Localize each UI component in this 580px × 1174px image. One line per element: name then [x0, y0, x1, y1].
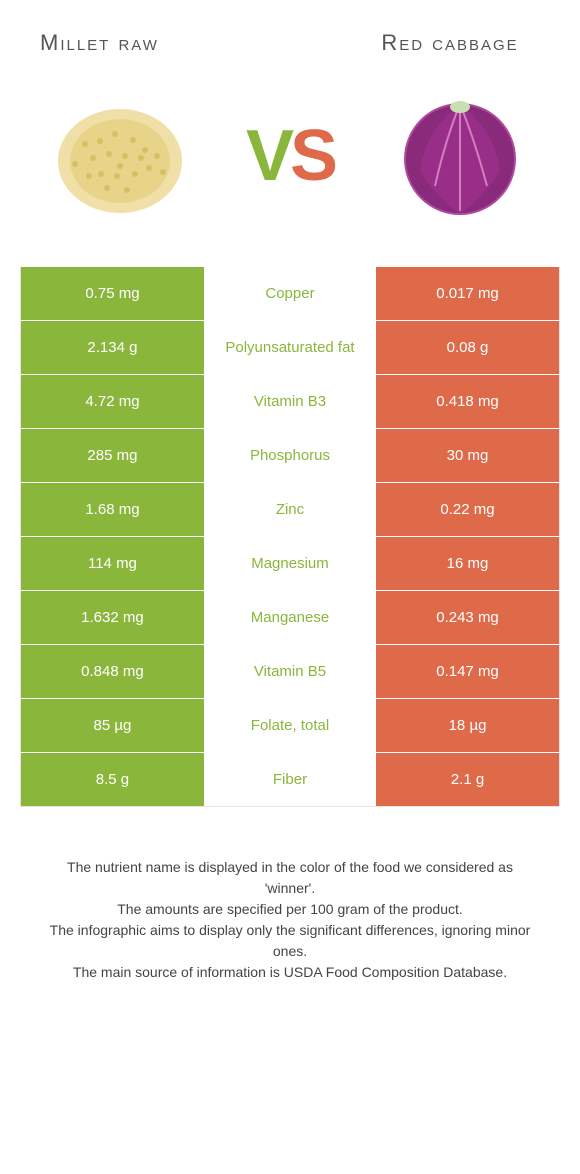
table-row: 114 mgMagnesium16 mg	[21, 536, 559, 590]
value-right: 16 mg	[376, 537, 559, 590]
footnote-line: The nutrient name is displayed in the co…	[40, 857, 540, 899]
cabbage-image	[380, 76, 540, 236]
table-row: 0.75 mgCopper0.017 mg	[21, 266, 559, 320]
table-row: 8.5 gFiber2.1 g	[21, 752, 559, 806]
nutrient-name: Polyunsaturated fat	[204, 321, 376, 374]
value-right: 18 µg	[376, 699, 559, 752]
nutrient-name: Vitamin B3	[204, 375, 376, 428]
value-left: 1.632 mg	[21, 591, 204, 644]
footnote-line: The infographic aims to display only the…	[40, 920, 540, 962]
value-right: 0.017 mg	[376, 267, 559, 320]
value-right: 0.08 g	[376, 321, 559, 374]
vs-label: VS	[246, 115, 334, 197]
nutrient-table: 0.75 mgCopper0.017 mg2.134 gPolyunsatura…	[20, 266, 560, 807]
value-left: 1.68 mg	[21, 483, 204, 536]
millet-icon	[45, 86, 195, 226]
table-row: 1.68 mgZinc0.22 mg	[21, 482, 559, 536]
table-row: 1.632 mgManganese0.243 mg	[21, 590, 559, 644]
header: Millet raw Red cabbage	[0, 0, 580, 66]
hero-row: VS	[0, 66, 580, 266]
nutrient-name: Fiber	[204, 753, 376, 806]
millet-image	[40, 76, 200, 236]
value-right: 0.22 mg	[376, 483, 559, 536]
value-left: 4.72 mg	[21, 375, 204, 428]
table-row: 4.72 mgVitamin B30.418 mg	[21, 374, 559, 428]
nutrient-name: Copper	[204, 267, 376, 320]
value-left: 85 µg	[21, 699, 204, 752]
food-title-left: Millet raw	[40, 30, 260, 56]
value-left: 0.75 mg	[21, 267, 204, 320]
vs-s: S	[290, 116, 334, 196]
cabbage-icon	[395, 91, 525, 221]
value-right: 2.1 g	[376, 753, 559, 806]
table-row: 285 mgPhosphorus30 mg	[21, 428, 559, 482]
footnote: The nutrient name is displayed in the co…	[0, 807, 580, 983]
nutrient-name: Vitamin B5	[204, 645, 376, 698]
nutrient-name: Folate, total	[204, 699, 376, 752]
nutrient-name: Zinc	[204, 483, 376, 536]
table-row: 0.848 mgVitamin B50.147 mg	[21, 644, 559, 698]
value-left: 285 mg	[21, 429, 204, 482]
value-left: 114 mg	[21, 537, 204, 590]
table-row: 85 µgFolate, total18 µg	[21, 698, 559, 752]
value-right: 30 mg	[376, 429, 559, 482]
nutrient-name: Magnesium	[204, 537, 376, 590]
footnote-line: The main source of information is USDA F…	[40, 962, 540, 983]
value-left: 8.5 g	[21, 753, 204, 806]
value-right: 0.243 mg	[376, 591, 559, 644]
value-left: 2.134 g	[21, 321, 204, 374]
value-right: 0.147 mg	[376, 645, 559, 698]
vs-v: V	[246, 116, 290, 196]
value-left: 0.848 mg	[21, 645, 204, 698]
food-title-right: Red cabbage	[360, 30, 540, 56]
value-right: 0.418 mg	[376, 375, 559, 428]
footnote-line: The amounts are specified per 100 gram o…	[40, 899, 540, 920]
nutrient-name: Phosphorus	[204, 429, 376, 482]
table-row: 2.134 gPolyunsaturated fat0.08 g	[21, 320, 559, 374]
nutrient-name: Manganese	[204, 591, 376, 644]
